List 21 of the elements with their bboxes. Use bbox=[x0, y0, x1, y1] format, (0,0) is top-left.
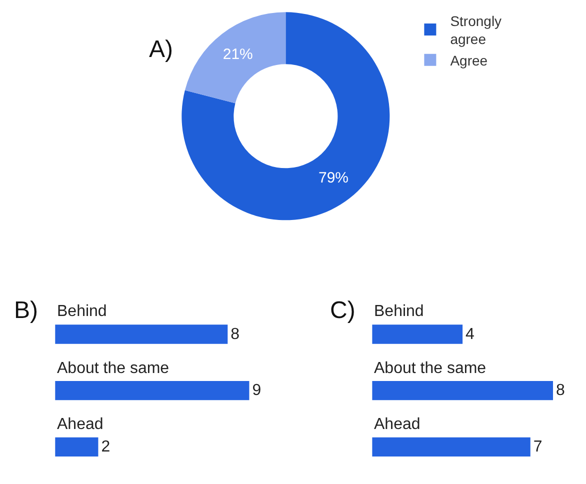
y-tick-label: Behind bbox=[57, 303, 107, 320]
data-label: 7 bbox=[533, 438, 542, 456]
data-label: 79% bbox=[318, 169, 349, 186]
y-tick-label: About the same bbox=[374, 360, 486, 377]
data-label: 21% bbox=[222, 46, 253, 64]
donut-slice bbox=[184, 12, 286, 104]
text: B) bbox=[14, 297, 38, 324]
data-label: 9 bbox=[252, 382, 262, 400]
data-label: 8 bbox=[230, 326, 240, 343]
data-label: 4 bbox=[466, 326, 475, 343]
text: C) bbox=[330, 297, 356, 324]
data-label: 8 bbox=[556, 382, 566, 400]
legend-label: Agree bbox=[450, 52, 488, 68]
y-tick-label: Behind bbox=[374, 303, 424, 320]
legend-label: Strongly agree bbox=[450, 12, 502, 48]
data-label: 2 bbox=[101, 438, 110, 456]
y-tick-label: About the same bbox=[57, 360, 170, 377]
y-tick-label: Ahead bbox=[374, 416, 420, 433]
y-tick-label: Ahead bbox=[57, 416, 104, 433]
donut-slice bbox=[182, 12, 390, 220]
text: A) bbox=[149, 36, 173, 63]
